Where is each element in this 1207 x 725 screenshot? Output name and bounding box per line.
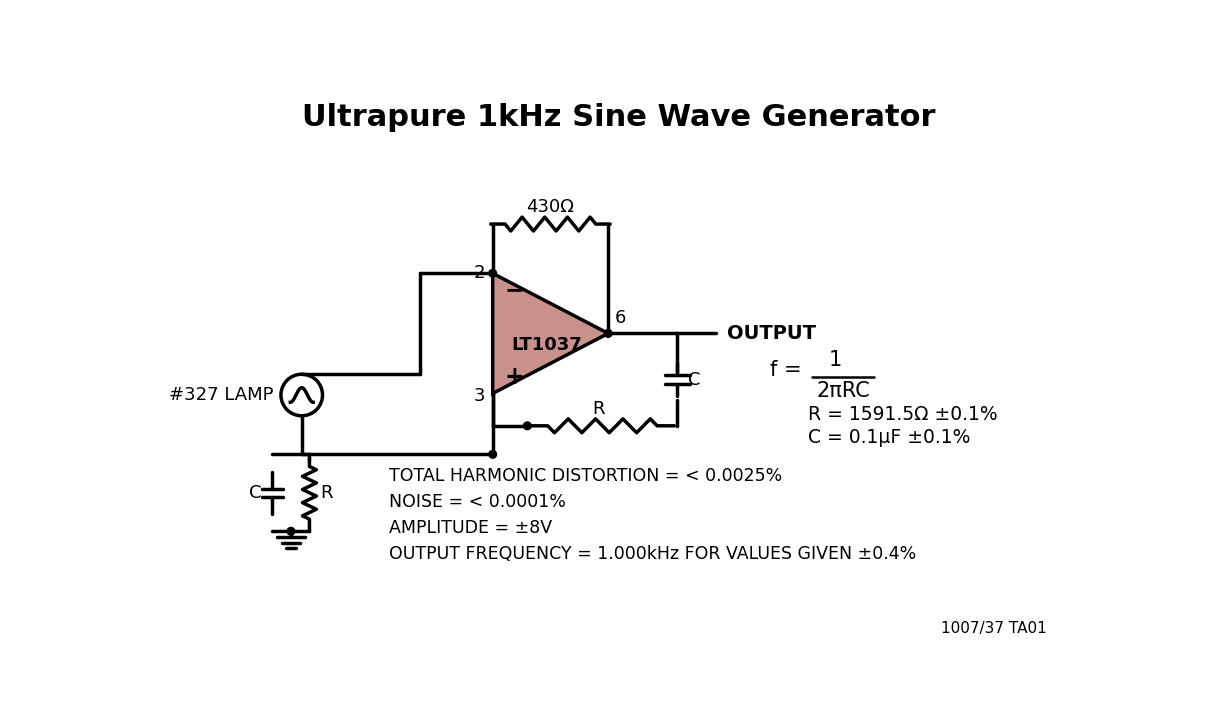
Circle shape (524, 422, 531, 430)
Text: R = 1591.5Ω ±0.1%: R = 1591.5Ω ±0.1% (809, 405, 998, 423)
Text: 2πRC: 2πRC (816, 381, 870, 401)
Text: 430Ω: 430Ω (526, 198, 575, 216)
Text: 1007/37 TA01: 1007/37 TA01 (941, 621, 1048, 636)
Text: 3: 3 (473, 386, 485, 405)
Text: 1: 1 (829, 350, 842, 370)
Circle shape (489, 270, 496, 277)
Text: +: + (505, 365, 524, 389)
Text: OUTPUT FREQUENCY = 1.000kHz FOR VALUES GIVEN ±0.4%: OUTPUT FREQUENCY = 1.000kHz FOR VALUES G… (389, 545, 916, 563)
Text: R: R (593, 400, 605, 418)
Text: R: R (320, 484, 333, 502)
Text: OUTPUT: OUTPUT (727, 324, 816, 343)
Text: C = 0.1μF ±0.1%: C = 0.1μF ±0.1% (809, 428, 970, 447)
Circle shape (489, 450, 496, 458)
Text: 2: 2 (473, 264, 485, 281)
Text: Ultrapure 1kHz Sine Wave Generator: Ultrapure 1kHz Sine Wave Generator (302, 103, 935, 132)
Text: C: C (688, 370, 701, 389)
Text: C: C (249, 484, 262, 502)
Text: 6: 6 (614, 309, 625, 327)
Circle shape (605, 330, 612, 337)
Text: LT1037: LT1037 (512, 336, 582, 354)
Text: f =: f = (770, 360, 809, 381)
Text: AMPLITUDE = ±8V: AMPLITUDE = ±8V (389, 519, 552, 537)
Text: NOISE = < 0.0001%: NOISE = < 0.0001% (389, 493, 566, 511)
Text: #327 LAMP: #327 LAMP (169, 386, 273, 404)
Polygon shape (492, 273, 608, 394)
Circle shape (287, 528, 295, 535)
Text: TOTAL HARMONIC DISTORTION = < 0.0025%: TOTAL HARMONIC DISTORTION = < 0.0025% (389, 467, 782, 485)
Text: −: − (505, 278, 524, 302)
